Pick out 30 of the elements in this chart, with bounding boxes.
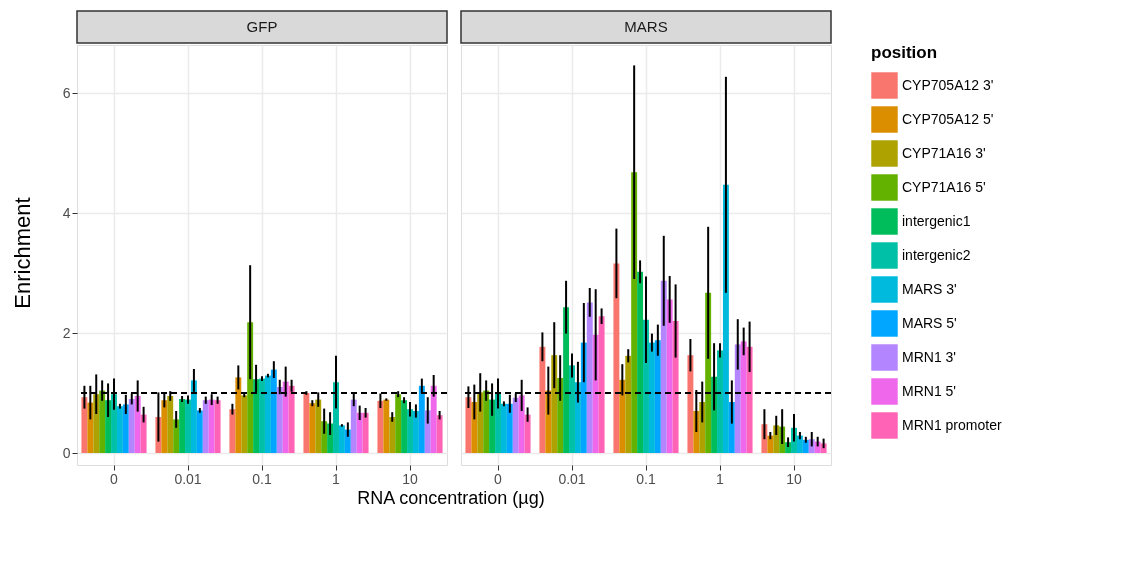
x-axis-title: RNA concentration (µg) [357,488,545,508]
x-tick-label: 0.1 [636,470,656,487]
x-tick-label: 0.01 [558,470,586,487]
legend-title: position [871,43,938,62]
legend-label: CYP705A12 3' [902,76,994,93]
legend-label: MRN1 5' [902,382,957,399]
y-axis-title: Enrichment [10,197,35,309]
x-tick-label: 1 [716,470,725,487]
legend-label: MARS 5' [902,314,957,331]
legend-label: intergenic1 [902,212,971,229]
x-tick-label: 10 [402,470,418,487]
x-tick-label: 0 [110,470,119,487]
y-tick-label: 4 [62,204,71,221]
x-tick-label: 10 [786,470,802,487]
y-tick-label: 6 [62,84,71,101]
legend-label: MRN1 3' [902,348,957,365]
y-tick-label: 0 [62,444,71,461]
x-tick-label: 1 [332,470,341,487]
legend-label: intergenic2 [902,246,971,263]
legend-label: CYP705A12 5' [902,110,994,127]
legend-label: CYP71A16 3' [902,144,986,161]
legend-label: CYP71A16 5' [902,178,986,195]
x-tick-label: 0.01 [174,470,202,487]
y-tick-label: 2 [62,324,71,341]
x-tick-label: 0.1 [252,470,272,487]
chart-title: GFP [246,18,278,35]
x-tick-label: 0 [494,470,503,487]
legend-label: MARS 3' [902,280,957,297]
legend-label: MRN1 promoter [902,416,1002,433]
chart-title: MARS [624,18,668,35]
